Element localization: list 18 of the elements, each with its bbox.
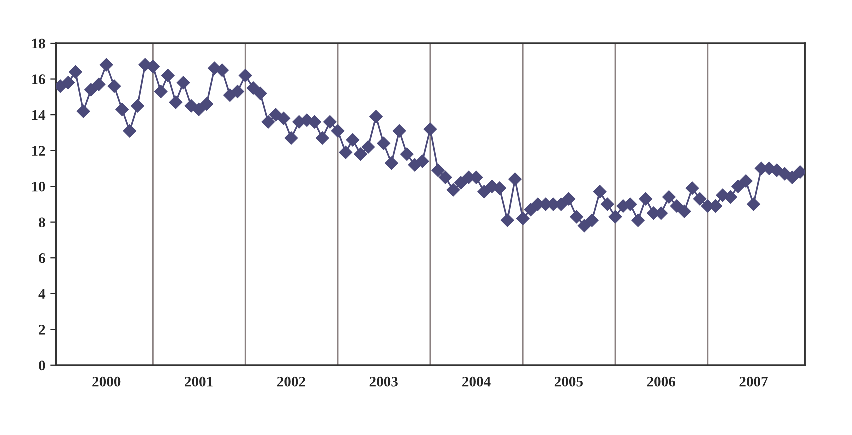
- y-tick-label: 10: [32, 182, 46, 192]
- x-tick-label: 2003: [370, 376, 398, 387]
- x-tick-label: 2002: [277, 376, 306, 387]
- x-tick-label: 2006: [647, 376, 676, 387]
- x-tick-label: 2004: [462, 376, 491, 387]
- y-tick-label: 16: [32, 74, 46, 84]
- y-tick-label: 14: [32, 110, 46, 120]
- x-tick-label: 2007: [740, 376, 768, 387]
- y-tick-label: 12: [32, 146, 46, 156]
- y-tick-label: 8: [39, 218, 46, 228]
- y-tick-label: 4: [38, 289, 46, 299]
- x-tick-label: 2000: [92, 376, 121, 387]
- x-tick-label: 2001: [185, 376, 213, 387]
- y-tick-label: 2: [39, 325, 46, 335]
- x-tick-label: 2005: [554, 376, 583, 387]
- y-tick-label: 0: [39, 360, 46, 371]
- y-tick-label: 18: [32, 38, 46, 49]
- y-tick-label: 6: [39, 254, 46, 264]
